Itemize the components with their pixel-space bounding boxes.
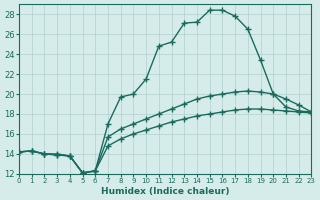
X-axis label: Humidex (Indice chaleur): Humidex (Indice chaleur) <box>101 187 229 196</box>
